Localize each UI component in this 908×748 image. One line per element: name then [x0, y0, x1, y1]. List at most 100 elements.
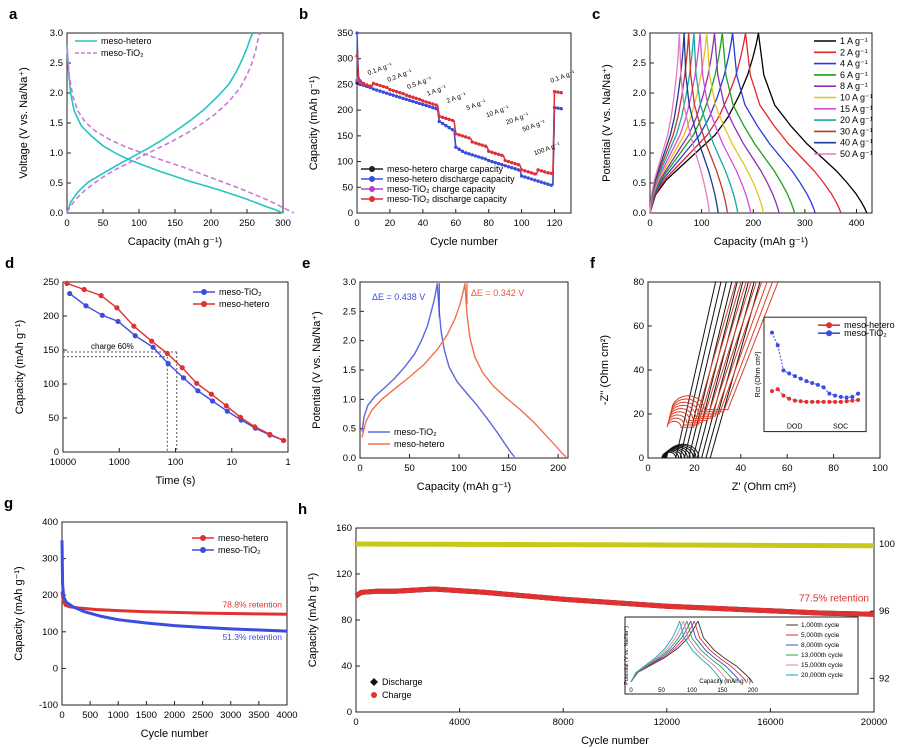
data-point [180, 375, 187, 381]
y-tick-label: 3.0 [343, 277, 356, 288]
data-point [516, 163, 520, 167]
data-point [464, 151, 468, 155]
data-point [375, 82, 379, 87]
legend-marker [200, 547, 206, 553]
discharge-curve-9 [683, 32, 719, 214]
discharge-curve-5 [706, 32, 765, 214]
data-point [454, 145, 458, 149]
data-point [165, 361, 171, 367]
y-axis-label-a: Voltage (V vs. Na/Na⁺) [18, 67, 30, 179]
panel-label-e: e [302, 255, 310, 272]
nyquist-curve [669, 282, 757, 419]
data-point [523, 169, 527, 173]
data-point [114, 305, 120, 311]
inset-frame [763, 316, 867, 433]
inset-discharge-curve [682, 620, 729, 684]
y-tick-label: 1.0 [633, 148, 646, 159]
y-tick-label: 100 [337, 157, 353, 168]
data-point [470, 153, 474, 157]
y-tick-label: 60 [633, 321, 644, 332]
data-point [83, 303, 89, 309]
x-tick-label: 0 [645, 463, 650, 474]
x-tick-label: 50 [98, 218, 109, 229]
x-tick-label: 0 [647, 218, 652, 229]
series-line-1 [354, 586, 875, 617]
legend-marker [201, 289, 207, 295]
y-tick-label: 350 [337, 28, 353, 39]
legend-label: 40 A g⁻¹ [840, 138, 873, 148]
legend-label: meso-hetero [394, 439, 445, 449]
legend-marker [370, 678, 378, 686]
inset-point [810, 399, 815, 404]
x-tick-label: 100 [694, 218, 710, 229]
data-point [381, 90, 385, 94]
data-point [375, 88, 379, 92]
data-point [450, 128, 455, 132]
data-point [99, 312, 105, 318]
data-point [132, 333, 138, 339]
legend-label: 15 A g⁻¹ [840, 104, 873, 114]
legend-label: 6 A g⁻¹ [840, 70, 868, 80]
x-tick-label: 2000 [164, 710, 185, 721]
data-point [536, 179, 540, 183]
data-point [391, 93, 395, 97]
data-point [529, 177, 534, 181]
panel-a: a Capacity (mAh g⁻¹) Voltage (V vs. Na/Na⁺… [9, 6, 295, 248]
data-point [450, 118, 455, 123]
legend-label: meso-hetero [101, 36, 152, 46]
series-line-3 [464, 284, 567, 458]
x-tick-label: 16000 [757, 717, 783, 728]
y-tick-label: 250 [43, 277, 59, 288]
inset-charge-curve [630, 620, 681, 683]
panel-e: e Capacity (mAh g⁻¹) Potential (V vs. Na/N… [302, 255, 569, 493]
data-point [559, 107, 563, 111]
data-point [131, 323, 137, 329]
data-point [194, 380, 200, 386]
data-point [447, 117, 451, 121]
data-point [280, 437, 287, 444]
x-tick-label: 2500 [192, 710, 213, 721]
x-tick-label: 0 [354, 218, 359, 229]
panel-c: c Capacity (mAh g⁻¹) Potential (V vs. Na/N… [592, 6, 873, 248]
data-point [414, 96, 418, 100]
y-tick-label: 1.0 [343, 394, 356, 405]
x-tick-label: 10000 [50, 457, 76, 468]
data-point [543, 181, 547, 185]
data-point [559, 91, 563, 95]
data-point [431, 102, 435, 106]
data-point [460, 134, 464, 138]
y-axis-label-f: -Z'' (Ohm cm²) [599, 335, 611, 405]
x-tick-label: 100 [131, 218, 147, 229]
data-point [411, 99, 415, 103]
data-point [539, 180, 543, 184]
data-point [424, 103, 428, 108]
inset-point [781, 393, 786, 398]
y-tick-label: 2.0 [50, 88, 63, 99]
charge-curve-6 [649, 32, 701, 214]
inset-point [804, 399, 809, 404]
data-point [434, 103, 438, 107]
data-point [496, 162, 501, 166]
x-tick-label: 1000 [108, 710, 129, 721]
charge-curve-5 [649, 32, 708, 214]
data-point [483, 144, 487, 148]
data-point [526, 176, 530, 180]
data-point [368, 84, 372, 88]
data-point [371, 81, 376, 85]
plot-frame-b [356, 32, 572, 214]
y-tick-label: 0.0 [343, 453, 356, 464]
guide-annotation: charge 60% [91, 342, 134, 351]
inset-legend-label: meso-hetero [844, 320, 895, 330]
data-point [431, 105, 435, 110]
y2-tick-label: 96 [879, 606, 890, 617]
legend-label: 2 A g⁻¹ [840, 47, 868, 57]
data-point [208, 391, 215, 397]
data-point [523, 175, 527, 179]
y-tick-label: 0.0 [50, 208, 63, 219]
data-point [470, 140, 474, 144]
inset-point [856, 397, 861, 402]
data-point [510, 166, 514, 170]
plot-frame-a [66, 32, 284, 214]
data-point [224, 408, 230, 414]
